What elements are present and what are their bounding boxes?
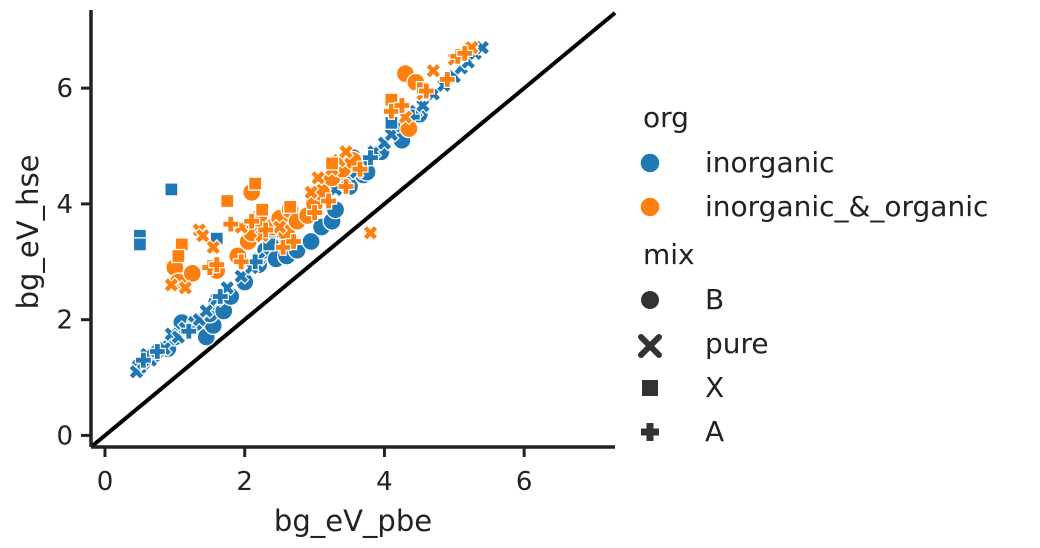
x-axis-label: bg_eV_pbe: [274, 504, 432, 538]
legend-item-pure: pure: [638, 327, 769, 360]
legend-label-pure: pure: [705, 327, 769, 360]
legend-item-a: A: [641, 415, 724, 448]
data-point-square: [324, 156, 340, 171]
data-point-plus: [305, 203, 324, 222]
x-tick-label: 6: [516, 467, 533, 497]
data-point-x: [197, 302, 215, 320]
data-point-square: [220, 193, 235, 209]
data-point-plus: [456, 44, 474, 63]
x-tick-label: 4: [376, 467, 393, 497]
data-point-x: [362, 224, 379, 242]
data-point-plus: [208, 256, 226, 274]
y-tick-label: 6: [56, 74, 73, 104]
identity-line: [89, 11, 617, 449]
data-point-plus: [148, 342, 166, 361]
data-point-x: [176, 279, 194, 297]
identity-line-layer: [89, 11, 617, 449]
legend-label-a: A: [705, 415, 724, 448]
data-point-square: [248, 176, 263, 191]
y-tick-label: 0: [56, 421, 73, 451]
data-point-x: [424, 62, 442, 80]
data-point-square: [255, 202, 270, 217]
data-point-plus: [361, 148, 380, 167]
legend-label-x: X: [705, 371, 724, 404]
legend-title-org: org: [643, 101, 689, 134]
y-axis-label: bg_eV_hse: [11, 155, 45, 310]
legend-label-inorganic-organic: inorganic_&_organic: [705, 190, 988, 223]
data-point-square: [132, 237, 148, 252]
axes: [89, 10, 615, 449]
legend-marker-circle: [641, 291, 659, 309]
data-point-circle: [182, 263, 202, 284]
x-tick-label: 2: [236, 467, 253, 497]
data-point-plus: [337, 177, 355, 196]
legend-label-inorganic: inorganic: [705, 146, 835, 179]
data-point-plus: [257, 221, 275, 239]
data-point-x: [309, 169, 327, 187]
data-point-plus: [134, 351, 152, 369]
legend-marker-plus: [641, 423, 659, 441]
data-point-plus: [285, 232, 303, 251]
legend-marker-inorganic: [639, 152, 661, 174]
data-point-plus: [180, 322, 198, 340]
y-tick-label: 2: [56, 306, 73, 336]
legend-marker-inorganic-organic: [639, 196, 661, 218]
legend-item-inorganic-organic: inorganic_&_organic: [639, 190, 988, 223]
data-point-x: [302, 183, 320, 201]
data-point-plus: [222, 215, 240, 233]
legend-item-b: B: [641, 283, 724, 316]
data-point-square: [282, 199, 298, 214]
y-tick-label: 4: [56, 190, 73, 220]
data-point-plus: [417, 82, 435, 100]
data-point-plus: [351, 160, 369, 178]
ticks: 0 2 4 6 0 2 4 6: [56, 74, 532, 497]
data-point-x: [162, 276, 180, 294]
legend-item-x: X: [642, 371, 724, 404]
legend-item-inorganic: inorganic: [639, 146, 835, 179]
data-points-layer: [128, 39, 491, 381]
data-point-x: [194, 227, 212, 245]
data-point-plus: [211, 287, 229, 306]
legend-label-b: B: [705, 283, 724, 316]
data-point-square: [171, 248, 186, 264]
x-tick-label: 0: [97, 467, 114, 497]
data-point-x: [204, 238, 222, 256]
data-point-square: [164, 182, 179, 197]
data-point-plus: [243, 212, 261, 230]
legend-title-mix: mix: [643, 238, 695, 271]
data-point-plus: [319, 192, 338, 210]
data-point-x: [337, 143, 355, 161]
legend-marker-square: [642, 380, 658, 396]
data-point-plus: [232, 253, 250, 271]
data-point-plus: [438, 70, 456, 89]
legend-marker-x: [638, 334, 662, 358]
data-point-plus: [393, 96, 411, 115]
legend: org inorganic inorganic_&_organic mix B …: [638, 101, 988, 448]
